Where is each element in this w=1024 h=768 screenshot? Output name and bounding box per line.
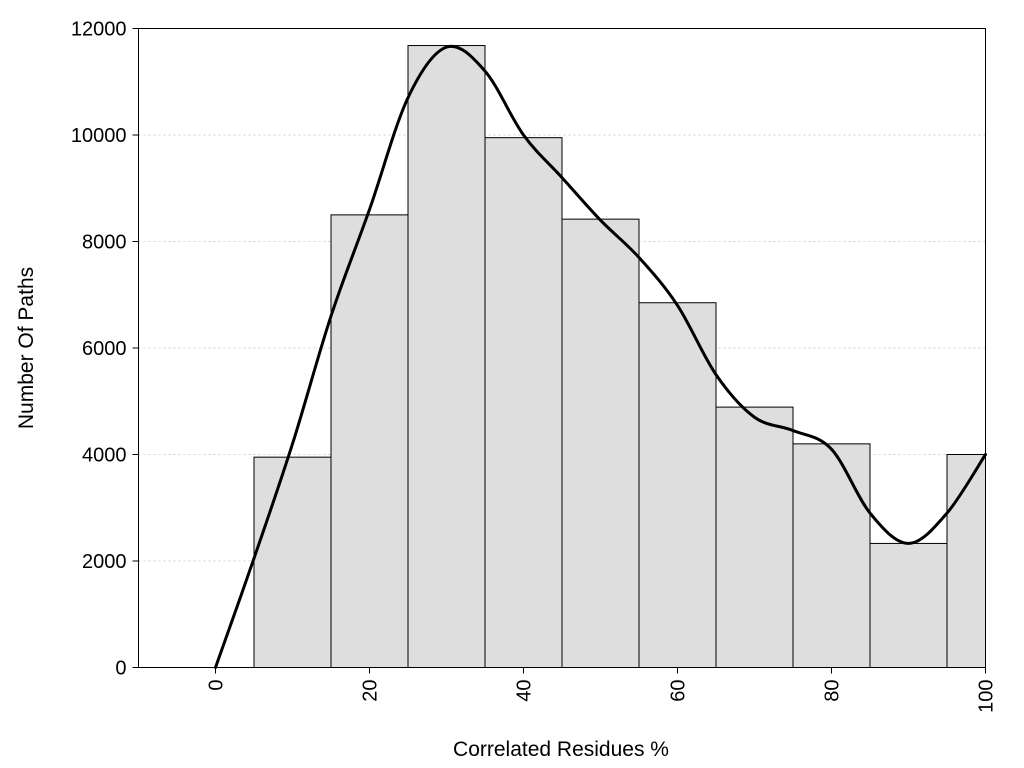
bar: [253, 456, 332, 668]
bar: [561, 218, 640, 668]
bars: [253, 45, 986, 669]
bar: [484, 137, 563, 669]
y-tick-label: 12000: [71, 19, 127, 41]
bar: [715, 406, 794, 668]
x-tick-label: 60: [668, 680, 690, 702]
y-tick-label: 8000: [82, 232, 127, 254]
x-tick-label: 100: [976, 680, 998, 713]
x-axis-title: Correlated Residues %: [453, 738, 669, 761]
y-tick-label: 2000: [82, 551, 127, 573]
y-tick-label: 10000: [71, 125, 127, 147]
bar: [407, 45, 486, 669]
y-tick-label: 0: [115, 658, 126, 680]
density-curve-layer: [214, 44, 987, 669]
x-tick-label: 80: [822, 680, 844, 702]
y-tick-label: 6000: [82, 338, 127, 360]
x-tick-label: 40: [514, 680, 536, 702]
x-tick-label: 20: [360, 680, 382, 702]
bar: [792, 443, 871, 668]
bar: [869, 542, 948, 668]
bar: [330, 214, 409, 668]
bar: [946, 454, 986, 668]
density-curve: [214, 44, 987, 669]
x-tick-label: 0: [206, 680, 228, 691]
y-tick-label: 4000: [82, 445, 127, 467]
axis-ticks: 0 2000 4000 6000 8000 10000 12000 0 20 40 60 80 100: [71, 19, 998, 713]
y-axis-title: Number Of Paths: [15, 267, 38, 429]
